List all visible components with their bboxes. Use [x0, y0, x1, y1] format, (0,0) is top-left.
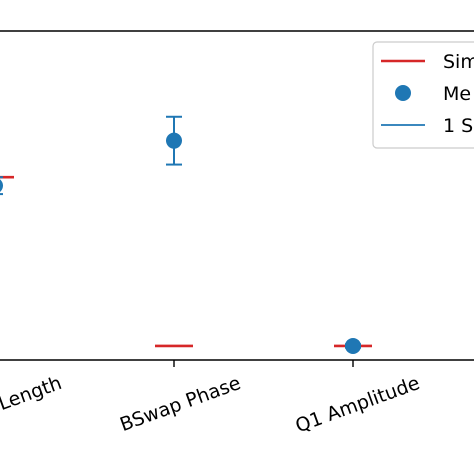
legend: Sim Me 1 S — [372, 41, 474, 149]
measured-point-2 — [345, 337, 361, 354]
legend-swatch-1 — [395, 85, 411, 101]
x-tick-label-1: BSwap Phase — [117, 372, 244, 436]
legend-label-2: 1 S — [443, 115, 473, 137]
x-tick-label-0: Length — [0, 372, 65, 415]
legend-box — [372, 41, 474, 149]
measured-point-0 — [0, 179, 3, 192]
chart-marks — [0, 115, 372, 354]
legend-label-1: Me — [443, 83, 471, 105]
measured-point-1 — [166, 132, 182, 149]
x-tick-label-2: Q1 Amplitude — [293, 372, 423, 437]
legend-label-0: Sim — [443, 51, 474, 73]
